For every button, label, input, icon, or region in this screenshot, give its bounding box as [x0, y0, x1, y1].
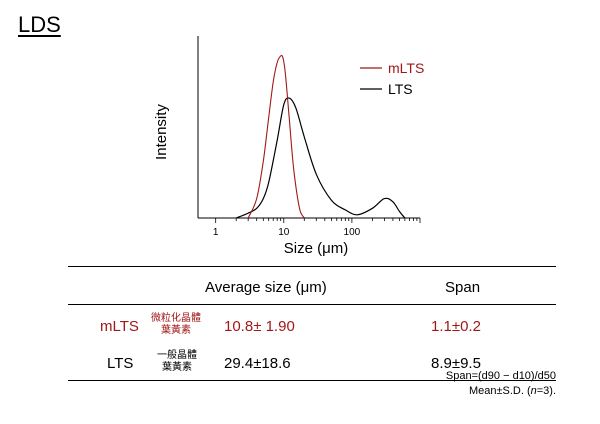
row-lts-note-line1: 一般晶體: [157, 350, 197, 361]
chart-labels: 1 10 100 Size (μm) Intensity mLTS LTS: [153, 60, 424, 257]
footnote-span-formula: Span=(d90 − d10)/d50: [445, 370, 556, 382]
row-mlts-span: 1.1±0.2: [431, 318, 481, 335]
chart-plot-area: [235, 54, 406, 219]
row-lts-average: 29.4±18.6: [224, 355, 291, 372]
row-lts-note-line2: 葉黃素: [162, 362, 192, 373]
row-lts-sample: LTS: [107, 355, 134, 372]
x-tick-label: 1: [213, 227, 219, 238]
footnote-mean-sd-n: n: [530, 385, 537, 397]
slide-title: LDS: [18, 12, 61, 37]
x-tick-label: 100: [344, 227, 361, 238]
row-mlts-sample: mLTS: [100, 318, 139, 335]
footnote-mean-sd-prefix: Mean±S.D. (: [468, 385, 531, 397]
table-top-rule: [68, 266, 556, 267]
size-distribution-chart: 1 10 100 Size (μm) Intensity mLTS LTS: [153, 36, 424, 257]
footnote-mean-sd: Mean±S.D. (n=3).: [469, 385, 556, 397]
row-lts-note: 一般晶體 葉黃素: [157, 350, 197, 374]
y-axis-label: Intensity: [153, 104, 170, 160]
chart-axes: [197, 36, 421, 223]
footnote-mean-sd-suffix: =3).: [536, 385, 556, 397]
legend-label-lts: LTS: [388, 81, 413, 97]
row-mlts-note: 微粒化晶體 葉黃素: [151, 313, 201, 337]
table-header-average: Average size (μm): [205, 279, 327, 296]
table-bottom-rule: [68, 380, 556, 381]
row-mlts-note-line1: 微粒化晶體: [151, 313, 201, 324]
series-line-mlts: [247, 54, 305, 219]
row-mlts-note-line2: 葉黃素: [161, 325, 191, 336]
x-tick-label: 10: [278, 227, 290, 238]
legend-label-mlts: mLTS: [388, 60, 424, 76]
row-mlts-average: 10.8± 1.90: [224, 318, 295, 335]
table-header-rule: [68, 304, 556, 305]
series-line-lts: [235, 97, 406, 219]
x-axis-label: Size (μm): [284, 240, 348, 257]
table-header-span: Span: [445, 279, 481, 296]
row-lts-span: 8.9±9.5: [431, 355, 481, 372]
